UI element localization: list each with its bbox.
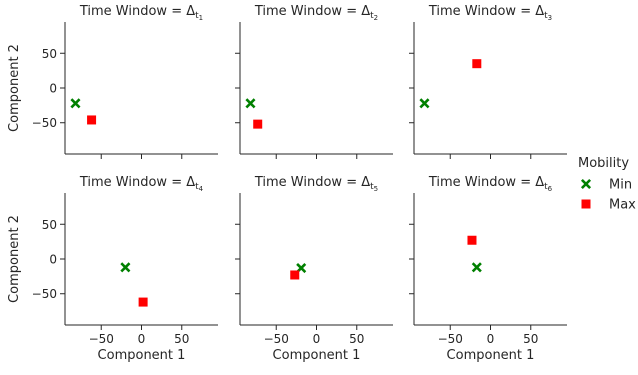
x-tick-label: −50 bbox=[264, 332, 289, 346]
point-max bbox=[467, 235, 477, 245]
x-tick-label: 50 bbox=[523, 332, 538, 346]
x-axis-label: Component 1 bbox=[98, 348, 186, 363]
x-tick-label: 0 bbox=[487, 332, 495, 346]
point-min bbox=[120, 262, 131, 273]
panel-title-sub-index: 6 bbox=[548, 185, 553, 193]
point-min bbox=[70, 98, 81, 109]
panel-title-sub-index: 5 bbox=[374, 185, 378, 193]
x-tick-label: −50 bbox=[89, 332, 114, 346]
y-tick-label: −50 bbox=[32, 116, 57, 130]
panel-5: Time Window = Δt5 −50 0 50 Component 1 bbox=[235, 175, 393, 363]
x-axis-label: Component 1 bbox=[273, 348, 361, 363]
point-min bbox=[419, 98, 430, 109]
panel-1: Time Window = Δt1 50 0 −50 Component 2 bbox=[7, 4, 218, 159]
x-tick-label: −50 bbox=[438, 332, 463, 346]
panel-title-sub-index: 3 bbox=[548, 14, 552, 22]
point-min bbox=[296, 262, 307, 274]
panel-title-prefix: Time Window = bbox=[428, 4, 535, 19]
panel-4: Time Window = Δt4 50 0 −50 −50 0 50 Component 1… bbox=[7, 175, 218, 363]
panel-title: Time Window = Δt2 bbox=[254, 4, 378, 22]
panel-6: Time Window = Δt6 −50 0 50 Component 1 bbox=[409, 175, 567, 363]
point-max bbox=[290, 270, 300, 280]
panel-title-symbol: Δ bbox=[186, 4, 195, 19]
x-tick-label: 0 bbox=[138, 332, 146, 346]
panel-title: Time Window = Δt6 bbox=[428, 175, 553, 193]
x-axis-label: Component 1 bbox=[447, 348, 535, 363]
legend-label-max: Max bbox=[609, 198, 636, 213]
y-axis-label: Component 2 bbox=[7, 215, 22, 303]
panel-2: Time Window = Δt2 bbox=[235, 4, 393, 159]
panel-title-symbol: Δ bbox=[361, 175, 370, 190]
point-max bbox=[253, 119, 263, 129]
panel-title-sub-letter: t bbox=[544, 11, 548, 21]
legend-marker-max bbox=[581, 199, 591, 209]
x-tick-label: 50 bbox=[349, 332, 364, 346]
panel-title-prefix: Time Window = bbox=[79, 4, 186, 19]
panel-title-symbol: Δ bbox=[186, 175, 195, 190]
panel-title-symbol: Δ bbox=[535, 175, 544, 190]
panel-title: Time Window = Δt3 bbox=[428, 4, 552, 22]
legend-label-min: Min bbox=[609, 178, 632, 193]
point-max bbox=[138, 297, 148, 307]
panel-title-sub-index: 1 bbox=[199, 14, 203, 22]
point-max bbox=[472, 59, 482, 69]
y-tick-label: 50 bbox=[42, 218, 57, 232]
panel-title: Time Window = Δt1 bbox=[79, 4, 203, 22]
y-tick-label: 0 bbox=[49, 82, 57, 96]
panel-3: Time Window = Δt3 bbox=[409, 4, 567, 159]
panel-title-sub-letter: t bbox=[370, 182, 374, 192]
panel-title: Time Window = Δt5 bbox=[254, 175, 378, 193]
panel-title-symbol: Δ bbox=[361, 4, 370, 19]
x-tick-label: 0 bbox=[313, 332, 321, 346]
panel-title: Time Window = Δt4 bbox=[79, 175, 204, 193]
panel-title-sub-letter: t bbox=[195, 11, 199, 21]
panel-title-sub-index: 2 bbox=[374, 14, 378, 22]
point-max bbox=[87, 115, 97, 125]
panel-title-symbol: Δ bbox=[535, 4, 544, 19]
x-tick-label: 50 bbox=[174, 332, 189, 346]
point-min bbox=[245, 98, 256, 109]
legend-marker-min bbox=[580, 178, 592, 190]
legend: Mobility Min Max bbox=[578, 156, 636, 213]
y-axis-label: Component 2 bbox=[7, 44, 22, 132]
panel-title-prefix: Time Window = bbox=[79, 175, 186, 190]
panel-title-sub-letter: t bbox=[544, 182, 548, 192]
panel-title-prefix: Time Window = bbox=[254, 175, 361, 190]
panel-title-sub-letter: t bbox=[370, 11, 374, 21]
panel-title-prefix: Time Window = bbox=[428, 175, 535, 190]
panel-title-prefix: Time Window = bbox=[254, 4, 361, 19]
point-min bbox=[471, 262, 482, 273]
y-tick-label: 0 bbox=[49, 253, 57, 267]
panel-title-sub-letter: t bbox=[195, 182, 199, 192]
panel-title-sub-index: 4 bbox=[199, 185, 204, 193]
y-tick-label: −50 bbox=[32, 287, 57, 301]
y-tick-label: 50 bbox=[42, 47, 57, 61]
legend-title: Mobility bbox=[578, 156, 629, 171]
